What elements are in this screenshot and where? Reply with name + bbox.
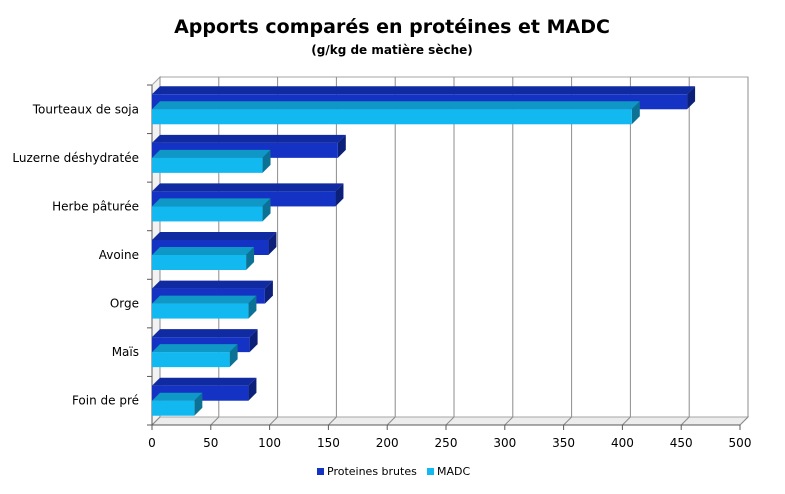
- x-tick-label: 200: [376, 436, 399, 450]
- gridline-floor: [622, 416, 631, 426]
- category-label: Maïs: [112, 345, 139, 359]
- bar-top: [152, 183, 344, 192]
- gridline-floor: [739, 416, 749, 426]
- legend-label: MADC: [437, 465, 470, 478]
- x-tick-label: 450: [670, 436, 693, 450]
- bar-front: [152, 157, 263, 173]
- category-label: Avoine: [99, 248, 139, 262]
- bar-top: [152, 149, 271, 158]
- bar-end: [335, 183, 344, 207]
- gridline-floor: [563, 416, 572, 426]
- bar: [152, 101, 640, 125]
- bar: [152, 344, 238, 368]
- bar-end: [194, 392, 203, 416]
- bar-end: [248, 295, 257, 319]
- bar-top: [152, 232, 277, 240]
- gridline-floor: [269, 416, 278, 426]
- x-tick-label: 350: [552, 436, 575, 450]
- bar-top: [152, 280, 273, 289]
- gridline-floor: [680, 416, 690, 426]
- bar-end: [229, 344, 238, 368]
- bar-end: [264, 280, 273, 304]
- x-tick-label: 0: [148, 436, 156, 450]
- bar-end: [248, 377, 257, 401]
- x-tick-label: 100: [258, 436, 281, 450]
- legend: Proteines brutes MADC: [317, 465, 470, 478]
- bar-top: [152, 329, 258, 338]
- legend-label: Proteines brutes: [327, 465, 417, 478]
- bar-end: [249, 329, 258, 353]
- x-tick-label: 500: [729, 436, 752, 450]
- bar: [152, 247, 255, 270]
- category-label: Foin de pré: [72, 394, 139, 408]
- x-tick-label: 400: [611, 436, 634, 450]
- chart-title: Apports comparés en protéines et MADC: [174, 16, 610, 38]
- bar-top: [152, 392, 203, 401]
- category-label: Luzerne déshydratée: [12, 151, 139, 165]
- bar-front: [152, 352, 230, 368]
- legend-swatch: [427, 468, 434, 475]
- plot-area: 0 50 100 150 200 250 300 350 400 450 500 Tourteaux …: [12, 75, 752, 450]
- legend-swatch: [317, 468, 324, 475]
- bar-front: [152, 206, 263, 222]
- bar-end: [337, 134, 346, 158]
- x-tick-label: 150: [317, 436, 340, 450]
- bar-top: [152, 295, 257, 304]
- bar-front: [152, 303, 249, 319]
- bar-top: [152, 198, 271, 207]
- bar-top: [152, 247, 255, 255]
- bar-top: [152, 134, 346, 143]
- bar-end: [687, 86, 696, 110]
- bar-top: [152, 101, 640, 110]
- bar: [152, 149, 271, 173]
- bar-front: [152, 109, 632, 125]
- chart-subtitle: (g/kg de matière sèche): [311, 43, 473, 57]
- gridline-floor: [210, 416, 220, 426]
- x-tick-label: 300: [493, 436, 516, 450]
- bar-end: [246, 247, 255, 270]
- bar: [152, 198, 271, 222]
- category-label: Tourteaux de soja: [32, 102, 139, 116]
- gridline-floor: [386, 416, 396, 426]
- bar-end: [262, 149, 271, 173]
- bar-end: [262, 198, 271, 222]
- gridline-floor: [151, 416, 161, 426]
- bar-end: [631, 101, 640, 125]
- x-tick-label: 50: [203, 436, 218, 450]
- bar-front: [152, 255, 247, 270]
- gridline-floor: [504, 416, 514, 426]
- category-label: Orge: [110, 297, 139, 311]
- bar-top: [152, 344, 238, 353]
- bar-front: [152, 400, 195, 416]
- bar-end: [268, 232, 277, 255]
- bar: [152, 392, 203, 416]
- gridline-floor: [328, 416, 337, 426]
- gridline-floor: [445, 416, 455, 426]
- bar-top: [152, 377, 257, 386]
- category-label: Herbe pâturée: [52, 199, 139, 213]
- bar-top: [152, 86, 696, 95]
- bar: [152, 295, 257, 319]
- x-tick-label: 250: [435, 436, 458, 450]
